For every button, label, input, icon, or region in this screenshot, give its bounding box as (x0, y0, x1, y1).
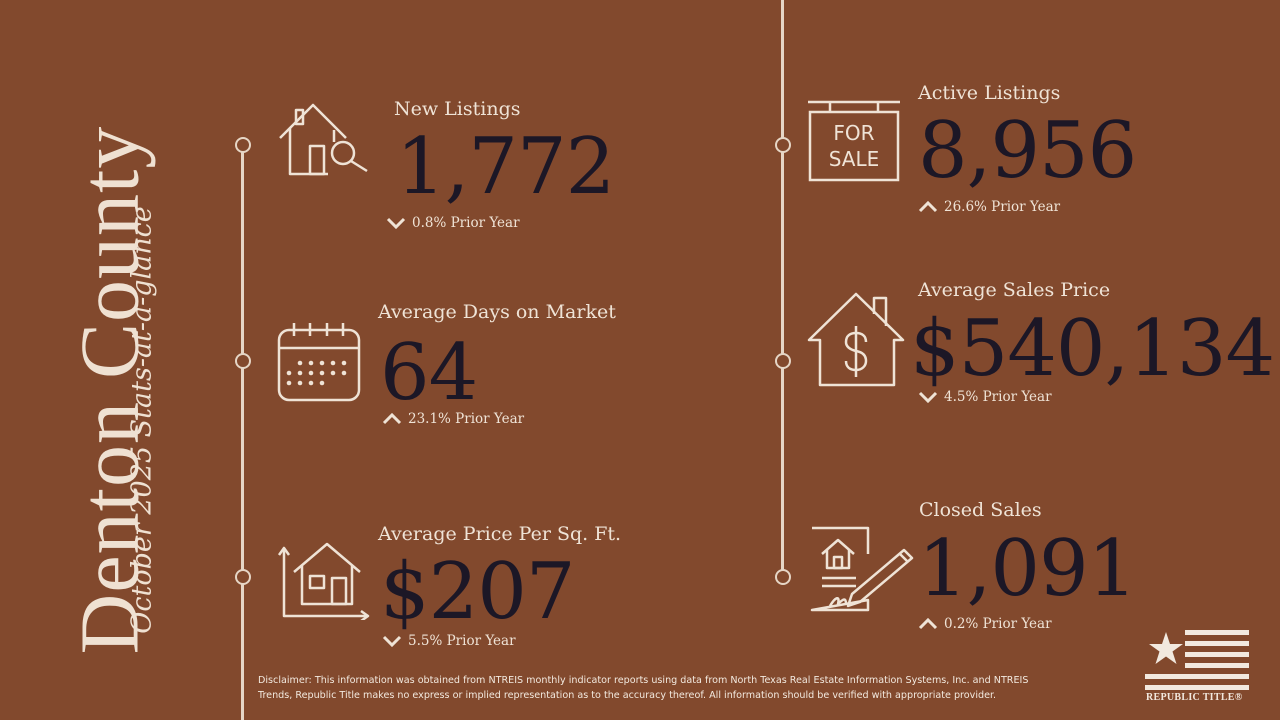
chevron-up-icon (918, 201, 938, 213)
stat-change-text: 26.6% Prior Year (944, 199, 1061, 215)
calendar-icon (277, 323, 361, 402)
stat-change: 26.6% Prior Year (918, 199, 1060, 215)
for-sale-sign-icon: FOR SALE (808, 100, 900, 182)
svg-text:FOR: FOR (833, 121, 874, 145)
stat-change-text: 23.1% Prior Year (408, 411, 525, 427)
timeline-dot (235, 137, 251, 153)
stat-label: Average Price Per Sq. Ft. (378, 523, 622, 545)
stat-label: Active Listings (918, 82, 1061, 104)
chevron-down-icon (918, 391, 938, 403)
timeline-dot (235, 569, 251, 585)
house-dimensions-icon (277, 542, 370, 620)
stat-change-text: 0.2% Prior Year (944, 616, 1052, 632)
timeline-dot (775, 569, 791, 585)
disclaimer-text: Disclaimer: This information was obtaine… (258, 675, 1029, 701)
stat-change: 0.2% Prior Year (918, 616, 1052, 632)
timeline-dot (775, 353, 791, 369)
right-timeline (781, 0, 784, 570)
report-subtitle: October 2025 Stats-at-a-glance (126, 206, 158, 634)
stat-change: 4.5% Prior Year (918, 389, 1052, 405)
stat-change: 5.5% Prior Year (382, 633, 516, 649)
stat-change: 0.8% Prior Year (386, 215, 520, 231)
stat-label: Average Days on Market (378, 301, 616, 323)
stat-value: $207 (380, 547, 576, 637)
stat-value: 1,091 (918, 524, 1137, 614)
stat-label: New Listings (394, 98, 521, 120)
house-search-icon (279, 103, 368, 176)
stat-value: 1,772 (396, 122, 615, 212)
svg-text:SALE: SALE (829, 147, 880, 171)
timeline-dot (235, 353, 251, 369)
republic-title-flag-logo (1145, 630, 1249, 690)
chevron-down-icon (386, 217, 406, 229)
stat-value: 8,956 (918, 106, 1137, 196)
chevron-up-icon (918, 618, 938, 630)
left-timeline (241, 150, 244, 720)
logo-text: REPUBLIC TITLE® (1146, 692, 1243, 703)
stat-change-text: 5.5% Prior Year (408, 633, 516, 649)
stat-change-text: 0.8% Prior Year (412, 215, 520, 231)
chevron-up-icon (382, 413, 402, 425)
chevron-down-icon (382, 635, 402, 647)
stat-value: $540,134 (910, 304, 1275, 394)
stat-label: Average Sales Price (918, 279, 1111, 301)
stat-change: 23.1% Prior Year (382, 411, 524, 427)
stat-change-text: 4.5% Prior Year (944, 389, 1052, 405)
contract-signing-icon (810, 526, 914, 612)
stat-value: 64 (380, 328, 478, 418)
stat-label: Closed Sales (919, 499, 1042, 521)
house-dollar-icon (807, 292, 905, 387)
timeline-dot (775, 137, 791, 153)
